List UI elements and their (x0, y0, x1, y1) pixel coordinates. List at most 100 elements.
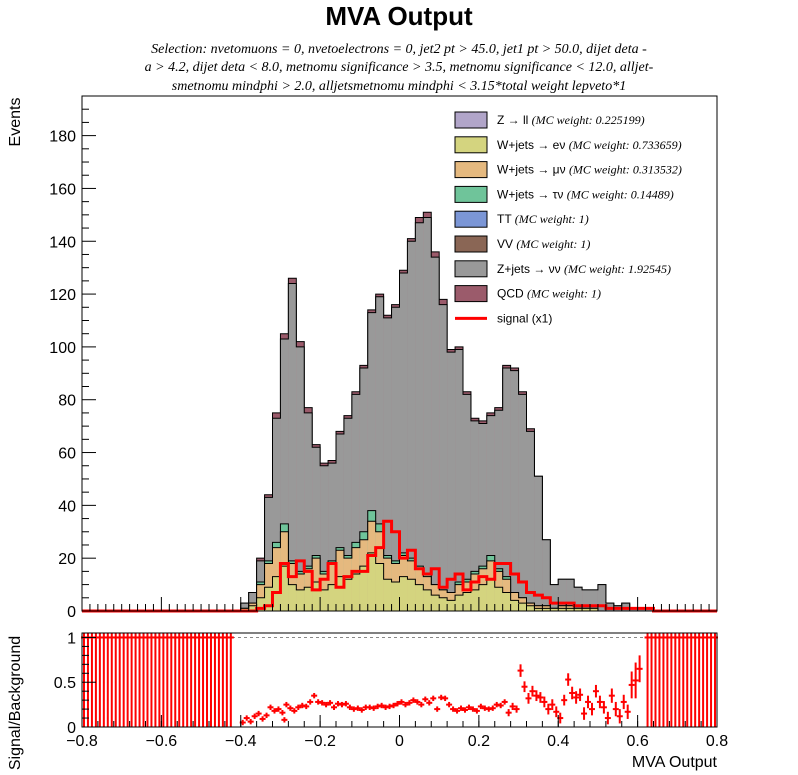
y-tick-label: 100 (49, 340, 76, 357)
stack-bar (439, 597, 448, 611)
ratio-point (569, 686, 576, 700)
stack-bar (566, 579, 575, 611)
ratio-point (628, 671, 635, 699)
stack-bar (534, 608, 543, 611)
y-tick-label: 40 (58, 498, 76, 515)
stack-bar (407, 579, 416, 611)
stack-bar (478, 423, 487, 611)
x-axis-label: MVA Output (632, 754, 718, 771)
ratio-point (390, 702, 397, 709)
ratio-point (477, 703, 484, 710)
legend-label: VV (MC weight: 1) (497, 237, 590, 251)
ratio-point (608, 688, 615, 703)
legend-weight: (MC weight: 0.225199) (532, 113, 645, 127)
stack-bar (415, 584, 424, 611)
ratio-point (311, 692, 318, 699)
ratio-point (291, 708, 298, 714)
legend-label: W+jets → μν (MC weight: 0.313532) (497, 163, 682, 177)
stack-bar (359, 566, 368, 611)
ratio-point (406, 700, 413, 706)
ratio-point (549, 699, 556, 710)
legend-label: W+jets → τν (MC weight: 0.14489) (497, 187, 674, 201)
stack-bar (447, 352, 456, 611)
legend-item: QCD (MC weight: 1) (454, 285, 601, 303)
ratio-point (275, 706, 282, 712)
legend-swatch (454, 285, 488, 303)
stack-bar (312, 581, 321, 611)
legend-swatch (454, 136, 488, 154)
stack-bar (415, 222, 424, 611)
ratio-point (620, 694, 627, 710)
x-tick-label: −0.6 (146, 733, 178, 750)
ratio-y-axis-label: Signal/Background (7, 636, 24, 770)
stack-bar (280, 566, 289, 611)
ratio-point (259, 716, 266, 722)
stack-bar (304, 587, 313, 611)
legend-swatch (454, 111, 488, 129)
stack-bar (328, 463, 336, 611)
ratio-point (565, 673, 572, 686)
ratio-point (636, 655, 643, 683)
legend-weight: (MC weight: 1) (515, 212, 589, 226)
legend-weight: (MC weight: 1.92545) (564, 262, 671, 276)
ratio-point (588, 702, 595, 716)
stack-bar (510, 600, 519, 611)
x-tick-label: −0.8 (66, 733, 98, 750)
main-panel: 0 20 40 60 80 100 120 140 160 180 (49, 95, 718, 621)
ratio-frame (81, 632, 718, 728)
stack-bar (280, 338, 289, 611)
stack-bar (478, 584, 487, 611)
stack-bar (288, 283, 297, 611)
legend-item: Z+jets → νν (MC weight: 1.92545) (454, 260, 671, 278)
legend-swatch (454, 210, 488, 228)
selection-line-3: smetnomu mindphi > 2.0, alljetsmetnomu m… (172, 79, 626, 94)
stack-bar (391, 581, 400, 611)
stack-bar (566, 608, 575, 611)
stack-bar (367, 312, 376, 611)
stack-bar (359, 368, 368, 611)
stack-bar (582, 589, 590, 611)
legend-item: W+jets → τν (MC weight: 0.14489) (454, 185, 674, 203)
ratio-point (378, 702, 385, 709)
ratio-point (545, 703, 552, 715)
y-tick-label: 180 (49, 129, 76, 146)
ratio-point (585, 695, 592, 709)
x-tick-label: 0.4 (547, 733, 569, 750)
stack-bar (423, 589, 432, 611)
ratio-point (581, 707, 588, 720)
stack-bar (558, 608, 567, 611)
ratio-point (469, 706, 476, 712)
ratio-point (255, 710, 262, 717)
stack-bar (518, 394, 527, 611)
stack-bar (534, 476, 543, 611)
ratio-point (596, 695, 603, 709)
stack-bar (439, 304, 448, 611)
legend-label: Z → ll (MC weight: 0.225199) (497, 113, 645, 127)
ratio-point (434, 706, 441, 712)
stack-bar (407, 241, 416, 611)
legend-weight: (MC weight: 1) (527, 287, 601, 301)
stack-bar (336, 434, 344, 611)
stack-bar (470, 420, 479, 611)
stack-bar (518, 603, 527, 611)
stack-bar (550, 608, 559, 611)
ratio-point (497, 702, 504, 709)
stack-bar (590, 589, 598, 611)
stack-bar (431, 595, 440, 611)
stack-bar (343, 418, 352, 611)
ratio-point (592, 684, 599, 698)
y-tick-label: 80 (58, 393, 76, 410)
y-tick-label: 160 (49, 181, 76, 198)
stack-bar (304, 412, 313, 611)
ratio-point (561, 694, 568, 706)
stack-bar (558, 579, 567, 611)
ratio-point (346, 704, 353, 710)
stack-bar (264, 497, 273, 611)
stack-bar (542, 608, 551, 611)
ratio-point (247, 718, 254, 725)
ratio-point (323, 701, 330, 708)
legend-weight: (MC weight: 0.733659) (569, 138, 682, 152)
stack-bar (296, 346, 305, 611)
stack-bar (296, 589, 305, 611)
